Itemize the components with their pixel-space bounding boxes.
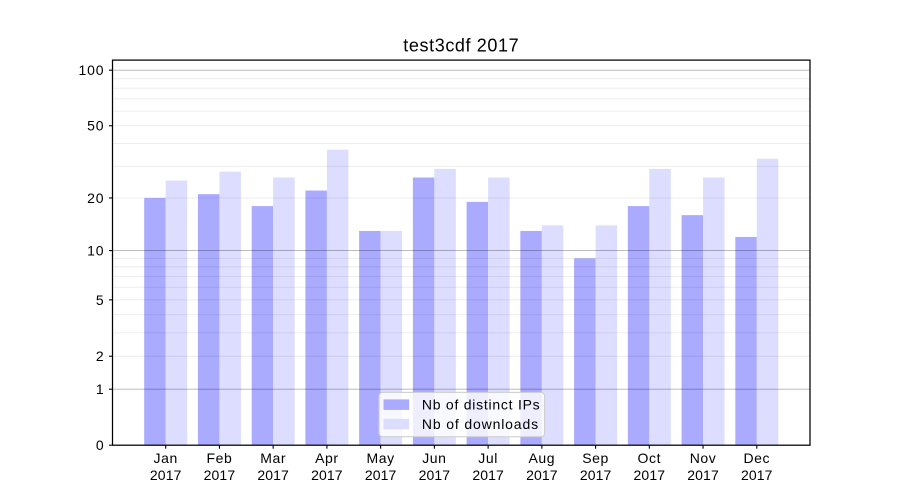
svg-text:2017: 2017: [580, 467, 612, 483]
svg-text:2017: 2017: [526, 467, 558, 483]
svg-text:2017: 2017: [472, 467, 504, 483]
svg-text:2017: 2017: [741, 467, 773, 483]
svg-text:Nov: Nov: [690, 450, 717, 466]
svg-text:0: 0: [96, 437, 105, 453]
svg-text:20: 20: [87, 190, 104, 206]
svg-text:May: May: [367, 450, 395, 466]
svg-text:2017: 2017: [204, 467, 236, 483]
svg-text:2: 2: [96, 348, 105, 364]
svg-text:2017: 2017: [311, 467, 343, 483]
svg-text:Jun: Jun: [422, 450, 446, 466]
svg-text:Dec: Dec: [743, 450, 770, 466]
svg-text:Jul: Jul: [478, 450, 498, 466]
svg-text:Aug: Aug: [528, 450, 555, 466]
svg-text:2017: 2017: [365, 467, 397, 483]
svg-text:1: 1: [96, 381, 105, 397]
svg-text:2017: 2017: [257, 467, 289, 483]
svg-text:2017: 2017: [150, 467, 182, 483]
svg-text:Jan: Jan: [154, 450, 178, 466]
svg-text:2017: 2017: [687, 467, 719, 483]
svg-text:Oct: Oct: [638, 450, 662, 466]
svg-text:2017: 2017: [419, 467, 451, 483]
svg-text:50: 50: [87, 118, 104, 134]
svg-text:Mar: Mar: [260, 450, 286, 466]
svg-text:Nb of distinct IPs: Nb of distinct IPs: [422, 397, 541, 413]
svg-text:Feb: Feb: [206, 450, 232, 466]
svg-text:2017: 2017: [634, 467, 666, 483]
svg-text:test3cdf 2017: test3cdf 2017: [403, 35, 519, 55]
svg-text:Sep: Sep: [582, 450, 609, 466]
svg-text:Nb of downloads: Nb of downloads: [422, 416, 539, 432]
svg-text:10: 10: [87, 242, 104, 258]
svg-text:Apr: Apr: [315, 450, 339, 466]
svg-text:100: 100: [78, 62, 104, 78]
svg-text:5: 5: [96, 292, 105, 308]
